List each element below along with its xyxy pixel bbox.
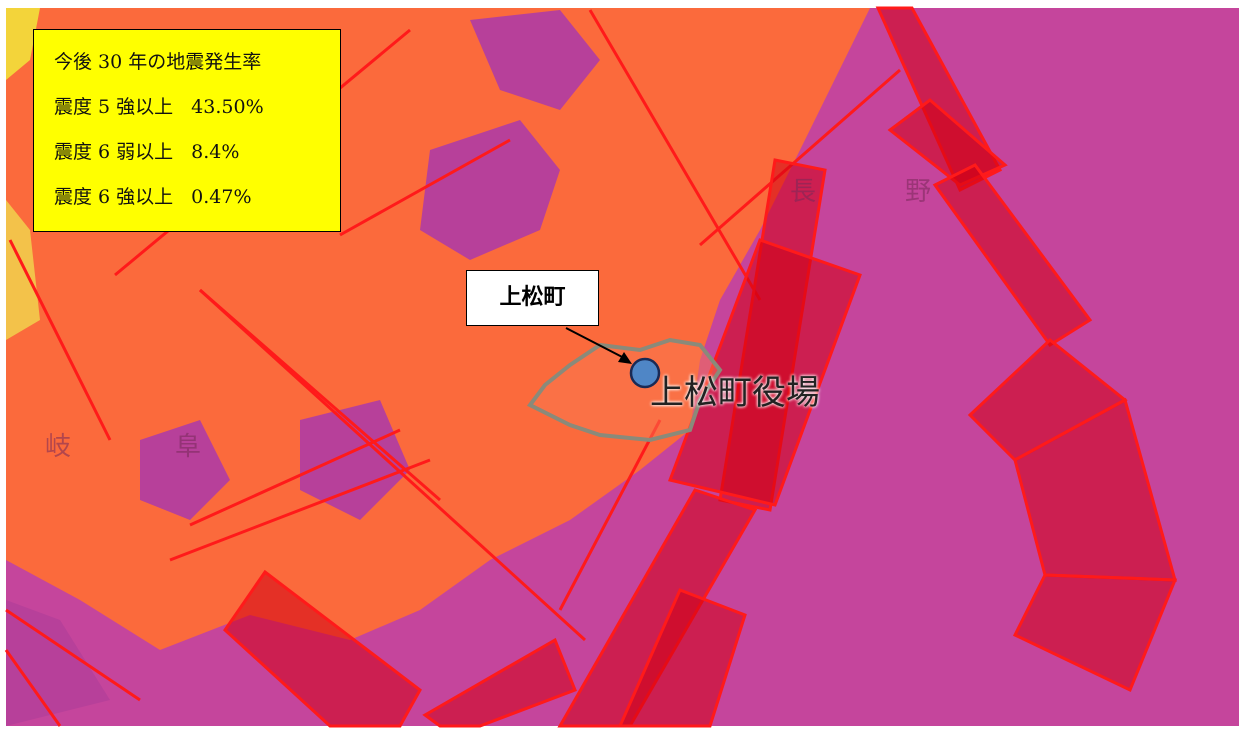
- info-label: 震度 5 強以上: [54, 96, 174, 118]
- fault-line: [339, 138, 511, 237]
- office-label: 上松町役場: [650, 373, 820, 413]
- town-boundary: [526, 337, 723, 443]
- info-label: 震度 6 強以上: [54, 186, 174, 208]
- info-box: 今後 30 年の地震発生率 震度 5 強以上 43.50% 震度 6 弱以上 8.4…: [33, 29, 341, 232]
- info-title: 今後 30 年の地震発生率: [54, 51, 262, 73]
- fault-line: [8, 239, 112, 441]
- very-high-area: [6, 8, 40, 80]
- purple-patch: [420, 120, 560, 260]
- purple-patch: [470, 10, 600, 110]
- fault-line: [169, 458, 431, 562]
- info-row: 震度 5 強以上 43.50%: [54, 89, 340, 134]
- fault-line: [699, 68, 901, 247]
- map-label: 岐: [45, 432, 71, 462]
- fault-zone: [1012, 573, 1178, 693]
- callout-arrowhead: [618, 352, 632, 364]
- info-label: 震度 6 弱以上: [54, 141, 174, 163]
- very-high-area: [6, 200, 40, 340]
- fault-zone: [422, 637, 577, 728]
- info-value: 0.47%: [191, 186, 252, 208]
- purple-patch: [300, 400, 410, 520]
- info-row: 震度 6 強以上 0.47%: [54, 179, 340, 224]
- fault-line: [189, 428, 401, 527]
- fault-zone: [617, 588, 747, 728]
- fault-zone: [932, 163, 1093, 348]
- callout-label: 上松町: [466, 270, 599, 326]
- info-row: 震度 6 弱以上 8.4%: [54, 134, 340, 179]
- fault-line: [4, 649, 62, 727]
- fault-line: [5, 608, 141, 702]
- town-office-marker: [629, 357, 661, 389]
- purple-patch: [140, 420, 230, 520]
- map-label: 阜: [175, 432, 201, 462]
- fault-line: [558, 419, 662, 611]
- callout-arrow: [565, 327, 629, 361]
- fault-line: [588, 9, 762, 301]
- purple-patch: [6, 600, 110, 726]
- fault-line: [198, 288, 587, 642]
- fault-lines: [4, 9, 901, 727]
- fault-zone: [887, 98, 1008, 187]
- map-label: 野: [905, 177, 931, 207]
- info-value: 8.4%: [191, 141, 240, 163]
- fault-zones: [223, 6, 1178, 728]
- info-value: 43.50%: [191, 96, 264, 118]
- map-label: 長: [790, 177, 816, 207]
- fault-zone: [223, 569, 422, 728]
